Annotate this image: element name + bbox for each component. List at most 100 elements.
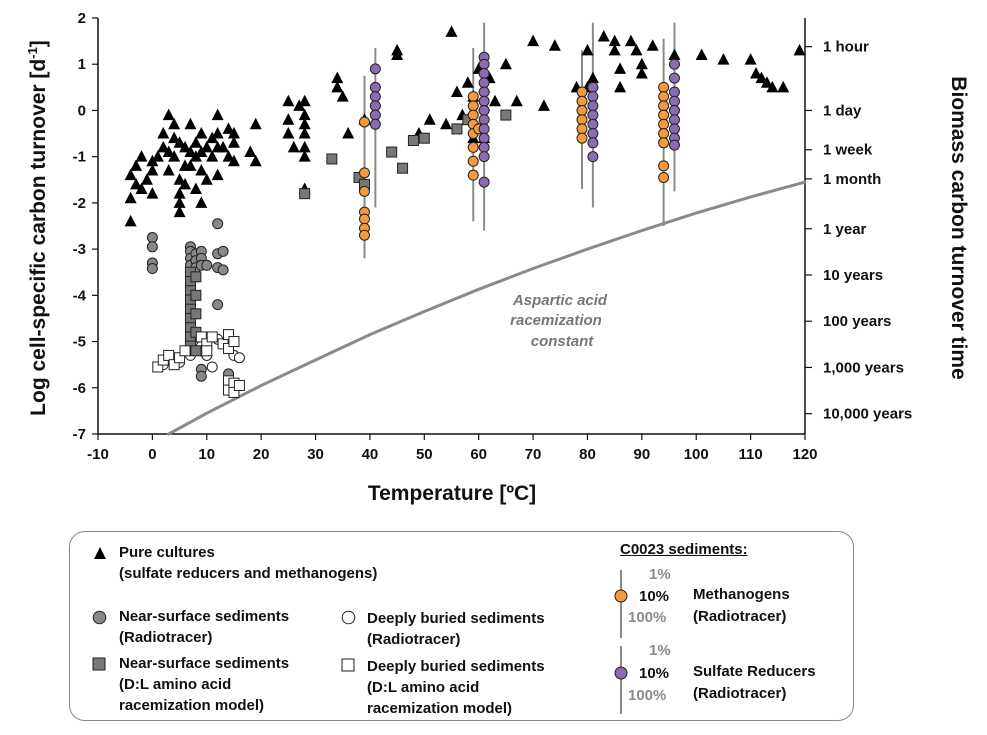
circle-point <box>467 169 479 181</box>
square-point <box>163 349 175 361</box>
triangle-point <box>423 113 436 125</box>
triangle-point <box>184 117 197 130</box>
circle-point <box>146 263 158 275</box>
legend-sulfate-10pct: 10% <box>639 665 670 682</box>
triangle-point <box>581 43 594 56</box>
triangle-point <box>162 164 175 176</box>
triangle-point <box>124 191 137 204</box>
triangle-point <box>298 127 311 139</box>
square-point <box>190 271 202 283</box>
triangle-point <box>217 140 230 153</box>
triangle-point <box>189 136 202 148</box>
circle-point <box>467 109 479 121</box>
y2-tick-label: 10,000 years <box>823 406 912 423</box>
triangle-point <box>336 90 349 102</box>
y-tick-label: -7 <box>73 426 86 443</box>
triangle-point <box>227 154 240 167</box>
triangle-point <box>195 145 208 158</box>
triangle-point <box>146 187 159 199</box>
triangle-point <box>548 39 561 51</box>
circle-point <box>668 86 680 98</box>
y2-tick-label: 1 week <box>823 142 873 159</box>
y2-tick-label: 1 day <box>823 102 862 119</box>
circle-point <box>478 176 490 188</box>
triangle-point <box>195 127 208 139</box>
y-tick-label: 0 <box>78 102 86 119</box>
triangle-point <box>293 99 306 111</box>
legend-pure-cultures: Pure cultures (sulfate reducers and metha… <box>119 544 378 582</box>
circle-point <box>467 100 479 112</box>
triangle-point <box>527 34 540 47</box>
circle-point <box>358 229 370 241</box>
triangle-point <box>157 127 170 139</box>
triangle-point <box>614 80 627 93</box>
triangle-point <box>342 127 355 139</box>
circle-point <box>587 151 599 163</box>
legend-methanogen-sub: (Radiotracer) <box>693 608 787 625</box>
triangle-point <box>608 34 621 47</box>
legend-sulfate-errorbar-icon <box>614 646 628 714</box>
y2-tick-label: 100 years <box>823 313 891 330</box>
triangle-point <box>510 94 523 107</box>
legend-gray-square-icon <box>92 657 106 671</box>
triangle-point <box>151 150 164 162</box>
circle-point <box>358 167 370 179</box>
square-point <box>326 153 338 165</box>
triangle-point <box>195 196 208 208</box>
legend-methanogen-errorbar-icon <box>614 570 628 638</box>
x-tick-label: 60 <box>470 446 487 463</box>
circle-point <box>467 141 479 153</box>
triangle-point <box>173 196 186 208</box>
y2-tick-label: 1,000 years <box>823 359 904 376</box>
triangle-point <box>461 76 474 88</box>
circle-point <box>587 81 599 93</box>
triangle-point <box>135 182 148 195</box>
triangle-point <box>211 108 224 121</box>
triangle-point <box>298 150 311 162</box>
circle-point <box>478 151 490 163</box>
triangle-point <box>244 145 257 158</box>
y-axis-title-main: Log cell-specific carbon turnover [d <box>27 59 50 416</box>
square-point <box>418 132 430 144</box>
triangle-point <box>130 177 143 190</box>
triangle-point <box>173 187 186 199</box>
circle-point <box>358 116 370 128</box>
triangle-point <box>760 76 773 88</box>
triangle-point <box>537 99 550 111</box>
x-tick-label: 40 <box>362 446 379 463</box>
circle-point <box>217 264 229 276</box>
square-point <box>201 345 213 357</box>
triangle-point <box>173 205 186 218</box>
legend-deep-dl: Deeply buried sediments (D:L amino acid ra… <box>367 658 545 717</box>
triangle-point <box>755 71 768 84</box>
triangle-point <box>222 122 235 134</box>
x-tick-label: 10 <box>198 446 215 463</box>
circle-point <box>146 232 158 244</box>
y-tick-label: -1 <box>73 149 86 166</box>
triangle-point <box>249 154 262 167</box>
legend-methanogen-100pct: 100% <box>628 609 667 626</box>
circle-point <box>369 118 381 130</box>
legend-sulfate-label: Sulfate Reducers <box>693 663 816 680</box>
triangle-point <box>168 150 181 162</box>
triangle-point <box>695 48 708 60</box>
triangle-point <box>630 43 643 56</box>
x-tick-label: 0 <box>148 446 156 463</box>
legend-white-square-icon <box>341 658 355 672</box>
triangle-point <box>282 113 295 125</box>
legend-methanogen-1pct: 1% <box>649 566 671 583</box>
circle-point <box>478 58 490 70</box>
annotation-line-2: racemization <box>510 312 602 329</box>
circle-point <box>658 91 670 103</box>
triangle-point <box>227 127 240 139</box>
legend-sulfate-sub: (Radiotracer) <box>693 685 787 702</box>
square-point <box>190 308 202 320</box>
triangle-point <box>135 150 148 162</box>
triangle-point <box>211 168 224 181</box>
triangle-point <box>162 108 175 121</box>
annotation-line-1: Aspartic acid <box>512 292 608 309</box>
circle-point <box>478 123 490 135</box>
circle-point <box>146 241 158 253</box>
triangle-point <box>331 71 344 84</box>
triangle-point <box>597 29 610 42</box>
